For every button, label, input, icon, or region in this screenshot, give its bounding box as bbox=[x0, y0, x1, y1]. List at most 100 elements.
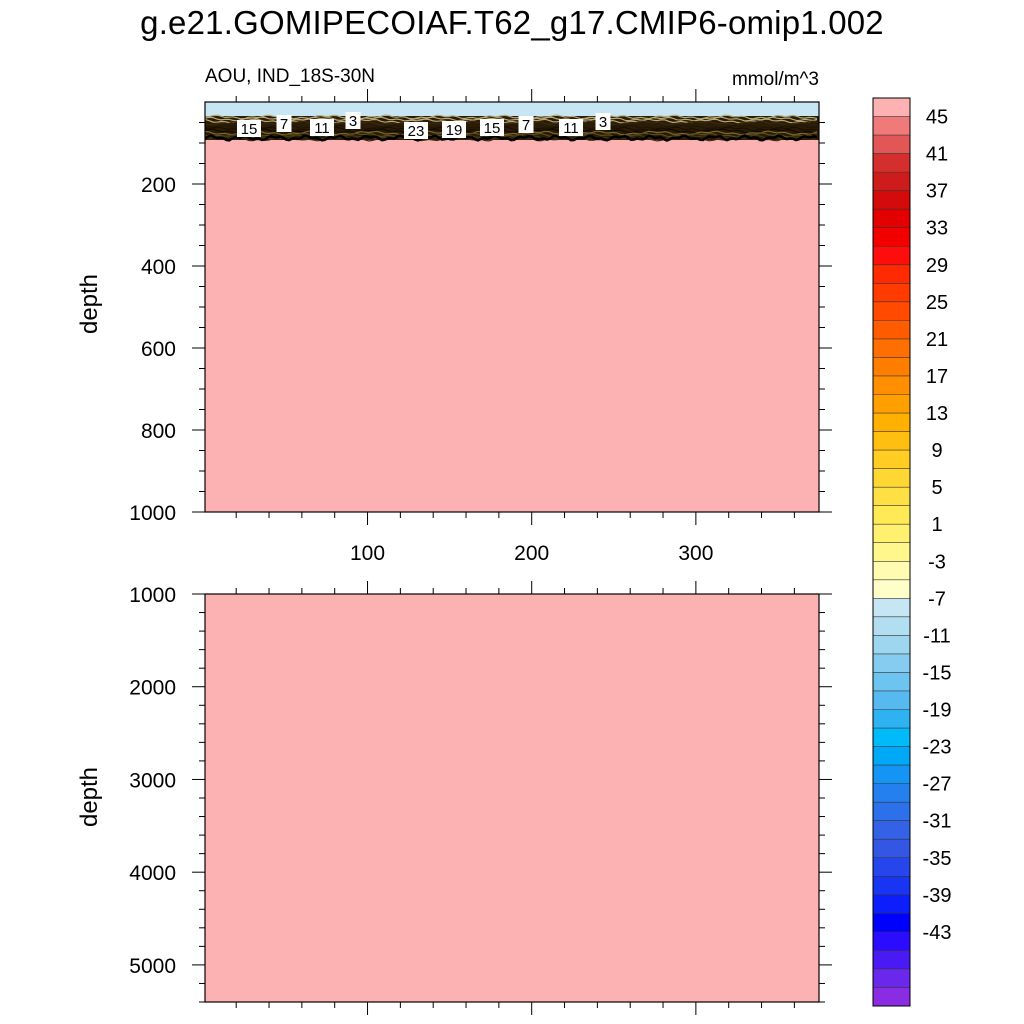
y-tick-label: 600 bbox=[141, 338, 176, 361]
colorbar-swatch bbox=[873, 524, 910, 544]
colorbar-label: 5 bbox=[931, 477, 942, 499]
colorbar-swatch bbox=[873, 357, 910, 377]
colorbar-swatch bbox=[873, 320, 910, 340]
y-tick-label: 4000 bbox=[129, 862, 176, 885]
lower-panel: 1000 2000 3000 4000 5000 bbox=[129, 581, 832, 1015]
colorbar-label: -31 bbox=[923, 811, 952, 833]
contour-label-bg bbox=[595, 113, 611, 130]
contour-line bbox=[204, 120, 818, 126]
colorbar-label: -19 bbox=[923, 700, 952, 722]
colorbar-label: -15 bbox=[923, 662, 952, 684]
colorbar-label: -23 bbox=[923, 737, 952, 759]
colorbar-swatch bbox=[873, 913, 910, 933]
colorbar-swatch bbox=[873, 487, 910, 506]
colorbar-swatch bbox=[873, 190, 910, 210]
colorbar-swatch bbox=[873, 98, 910, 117]
colorbar-swatch bbox=[873, 894, 910, 914]
contour-label: 15 bbox=[484, 120, 501, 137]
x-tick-label: 100 bbox=[350, 542, 385, 565]
colorbar-swatch bbox=[873, 561, 910, 581]
colorbar-swatch bbox=[873, 765, 910, 784]
colorbar-swatch bbox=[873, 746, 910, 766]
contour-label: 3 bbox=[349, 113, 357, 130]
contour-line bbox=[204, 124, 818, 130]
colorbar-label: 17 bbox=[926, 366, 948, 388]
contour-label: 11 bbox=[563, 120, 579, 137]
colorbar-swatch bbox=[873, 987, 910, 1007]
contour-line bbox=[204, 126, 818, 132]
colorbar-label: -43 bbox=[923, 922, 952, 944]
colorbar-swatch bbox=[873, 876, 910, 896]
x-tick-label: 200 bbox=[514, 542, 549, 565]
contour-label: 15 bbox=[241, 121, 258, 138]
thermocline-bottom-line bbox=[204, 134, 818, 142]
colorbar-label: 1 bbox=[931, 514, 942, 536]
y-tick-label: 1000 bbox=[129, 584, 176, 607]
contour-label-bg bbox=[404, 122, 428, 139]
contour-label: 7 bbox=[522, 117, 530, 134]
colorbar-label: 41 bbox=[926, 144, 948, 166]
contour-label: 23 bbox=[408, 123, 425, 140]
colorbar-label: 25 bbox=[926, 292, 948, 314]
colorbar-label: -7 bbox=[928, 588, 946, 610]
y-tick-label: 2000 bbox=[129, 677, 176, 700]
colorbar-label: 33 bbox=[926, 218, 948, 240]
contour-label: 7 bbox=[280, 116, 288, 133]
contour-line bbox=[204, 130, 818, 136]
colorbar-swatch bbox=[873, 598, 910, 618]
colorbar-swatch bbox=[873, 820, 910, 840]
contour-label-bg bbox=[310, 119, 334, 136]
colorbar-swatch bbox=[873, 672, 910, 692]
y-tick-label: 200 bbox=[141, 174, 176, 197]
colorbar-label: -39 bbox=[923, 885, 952, 907]
colorbar-label: 9 bbox=[931, 440, 942, 462]
contour-line bbox=[204, 118, 818, 124]
upper-field-fill bbox=[205, 102, 819, 512]
colorbar-swatch bbox=[873, 802, 910, 821]
colorbar-swatch bbox=[873, 968, 910, 988]
variable-region-label: AOU, IND_18S-30N bbox=[205, 66, 376, 87]
colorbar-label: 21 bbox=[926, 329, 948, 351]
colorbar: 45 41 37 33 29 25 21 17 13 9 5 1 -3 -7 -11 -15 -19 -23 -27… bbox=[872, 97, 952, 1007]
colorbar-swatch bbox=[873, 394, 910, 414]
contour-label-bg bbox=[480, 119, 504, 136]
colorbar-swatch bbox=[873, 653, 910, 673]
lower-field-fill bbox=[204, 593, 820, 1003]
contour-label: 19 bbox=[446, 122, 463, 139]
colorbar-swatch bbox=[873, 227, 910, 247]
upper-panel: 15 7 11 3 23 19 15 7 11 3 200 400 600 800 1000 100 200 30… bbox=[129, 89, 832, 565]
colorbar-swatch bbox=[873, 505, 910, 525]
colorbar-swatch bbox=[873, 579, 910, 599]
y-tick-label: 400 bbox=[141, 256, 176, 279]
chart-title: g.e21.GOMIPECOIAF.T62_g17.CMIP6-omip1.00… bbox=[140, 4, 884, 41]
contour-line bbox=[204, 132, 818, 138]
colorbar-swatch bbox=[873, 616, 910, 636]
colorbar-swatch bbox=[873, 950, 910, 970]
colorbar-swatch bbox=[873, 857, 910, 877]
colorbar-swatch bbox=[873, 635, 910, 655]
colorbar-label: 29 bbox=[926, 255, 948, 277]
units-label: mmol/m^3 bbox=[731, 69, 819, 90]
contour-label-bg bbox=[518, 116, 534, 133]
colorbar-label: -35 bbox=[923, 848, 952, 870]
contour-line bbox=[205, 114, 818, 120]
surface-layer bbox=[205, 102, 819, 116]
colorbar-swatch bbox=[873, 246, 910, 266]
colorbar-swatch bbox=[873, 431, 910, 451]
colorbar-swatch bbox=[873, 153, 910, 173]
y-tick-label: 1000 bbox=[129, 502, 176, 525]
colorbar-label: -3 bbox=[928, 551, 946, 573]
colorbar-swatch bbox=[873, 690, 910, 710]
y-tick-label: 3000 bbox=[129, 769, 176, 792]
colorbar-swatch bbox=[873, 783, 910, 803]
x-tick-label: 300 bbox=[678, 542, 713, 565]
colorbar-frame bbox=[872, 97, 911, 1007]
contour-label: 11 bbox=[314, 120, 330, 137]
colorbar-swatch bbox=[873, 728, 910, 747]
colorbar-swatch bbox=[873, 301, 910, 321]
colorbar-swatch bbox=[873, 209, 910, 229]
colorbar-swatch bbox=[873, 283, 910, 303]
colorbar-swatch bbox=[873, 468, 910, 488]
contour-label-bg bbox=[237, 120, 261, 137]
